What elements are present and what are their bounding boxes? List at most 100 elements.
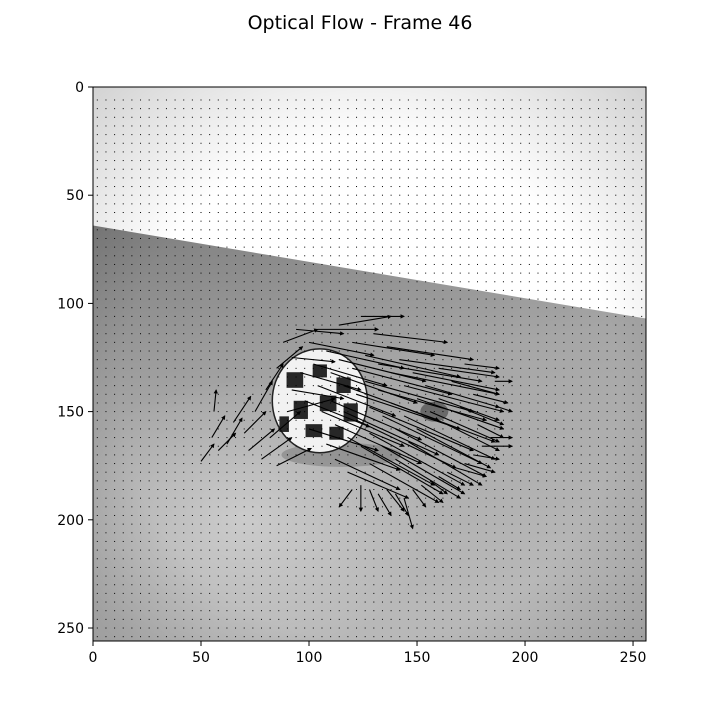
quiver-dot xyxy=(399,194,401,196)
quiver-dot xyxy=(191,592,193,594)
quiver-dot xyxy=(494,116,496,118)
quiver-dot xyxy=(520,627,522,629)
quiver-dot xyxy=(96,194,98,196)
quiver-dot xyxy=(131,376,133,378)
quiver-dot xyxy=(312,393,314,395)
quiver-dot xyxy=(200,160,202,162)
quiver-dot xyxy=(554,385,556,387)
quiver-dot xyxy=(615,333,617,335)
quiver-dot xyxy=(546,160,548,162)
quiver-dot xyxy=(347,489,349,491)
quiver-dot xyxy=(477,116,479,118)
quiver-dot xyxy=(286,160,288,162)
quiver-dot xyxy=(632,497,634,499)
quiver-dot xyxy=(433,428,435,430)
quiver-dot xyxy=(554,350,556,352)
quiver-dot xyxy=(321,471,323,473)
quiver-dot xyxy=(347,618,349,620)
quiver-dot xyxy=(589,497,591,499)
quiver-dot xyxy=(209,272,211,274)
quiver-dot xyxy=(235,497,237,499)
quiver-dot xyxy=(442,428,444,430)
quiver-dot xyxy=(572,523,574,525)
quiver-dot xyxy=(364,220,366,222)
quiver-dot xyxy=(572,471,574,473)
quiver-dot xyxy=(174,125,176,127)
quiver-dot xyxy=(546,116,548,118)
quiver-dot xyxy=(641,437,643,439)
quiver-dot xyxy=(615,506,617,508)
quiver-dot xyxy=(338,142,340,144)
quiver-dot xyxy=(312,636,314,638)
quiver-dot xyxy=(191,281,193,283)
quiver-dot xyxy=(632,350,634,352)
quiver-dot xyxy=(209,367,211,369)
quiver-dot xyxy=(451,99,453,101)
quiver-dot xyxy=(260,186,262,188)
quiver-dot xyxy=(433,627,435,629)
quiver-dot xyxy=(407,229,409,231)
quiver-dot xyxy=(554,376,556,378)
quiver-dot xyxy=(537,636,539,638)
quiver-dot xyxy=(433,393,435,395)
flow-arrow xyxy=(447,471,474,486)
quiver-dot xyxy=(252,229,254,231)
quiver-dot xyxy=(537,359,539,361)
quiver-dot xyxy=(442,151,444,153)
quiver-dot xyxy=(546,99,548,101)
quiver-dot xyxy=(347,125,349,127)
quiver-dot xyxy=(615,454,617,456)
quiver-dot xyxy=(140,203,142,205)
y-tick-label: 250 xyxy=(57,621,84,637)
quiver-dot xyxy=(528,168,530,170)
quiver-dot xyxy=(200,532,202,534)
quiver-dot xyxy=(511,255,513,257)
quiver-dot xyxy=(485,125,487,127)
quiver-dot xyxy=(148,237,150,239)
quiver-dot xyxy=(502,151,504,153)
quiver-dot xyxy=(295,246,297,248)
quiver-dot xyxy=(114,116,116,118)
quiver-dot xyxy=(338,168,340,170)
quiver-dot xyxy=(183,445,185,447)
quiver-dot xyxy=(183,246,185,248)
quiver-dot xyxy=(96,289,98,291)
quiver-dot xyxy=(399,575,401,577)
quiver-dot xyxy=(459,263,461,265)
quiver-dot xyxy=(140,575,142,577)
quiver-dot xyxy=(606,532,608,534)
quiver-dot xyxy=(200,324,202,326)
quiver-dot xyxy=(260,367,262,369)
quiver-dot xyxy=(477,255,479,257)
quiver-dot xyxy=(494,419,496,421)
quiver-dot xyxy=(165,471,167,473)
quiver-dot xyxy=(140,592,142,594)
quiver-dot xyxy=(641,618,643,620)
quiver-dot xyxy=(338,194,340,196)
quiver-dot xyxy=(425,116,427,118)
quiver-dot xyxy=(364,523,366,525)
quiver-dot xyxy=(606,618,608,620)
quiver-dot xyxy=(494,99,496,101)
quiver-dot xyxy=(442,419,444,421)
quiver-dot xyxy=(615,514,617,516)
quiver-dot xyxy=(114,99,116,101)
quiver-dot xyxy=(321,497,323,499)
quiver-dot xyxy=(226,385,228,387)
quiver-dot xyxy=(641,471,643,473)
quiver-dot xyxy=(442,108,444,110)
quiver-dot xyxy=(546,376,548,378)
quiver-dot xyxy=(546,454,548,456)
quiver-dot xyxy=(502,584,504,586)
quiver-dot xyxy=(485,151,487,153)
quiver-dot xyxy=(321,134,323,136)
quiver-dot xyxy=(321,151,323,153)
quiver-dot xyxy=(442,125,444,127)
quiver-dot xyxy=(589,108,591,110)
quiver-dot xyxy=(546,532,548,534)
quiver-dot xyxy=(554,125,556,127)
quiver-dot xyxy=(502,506,504,508)
quiver-dot xyxy=(105,601,107,603)
quiver-dot xyxy=(174,385,176,387)
quiver-dot xyxy=(321,108,323,110)
